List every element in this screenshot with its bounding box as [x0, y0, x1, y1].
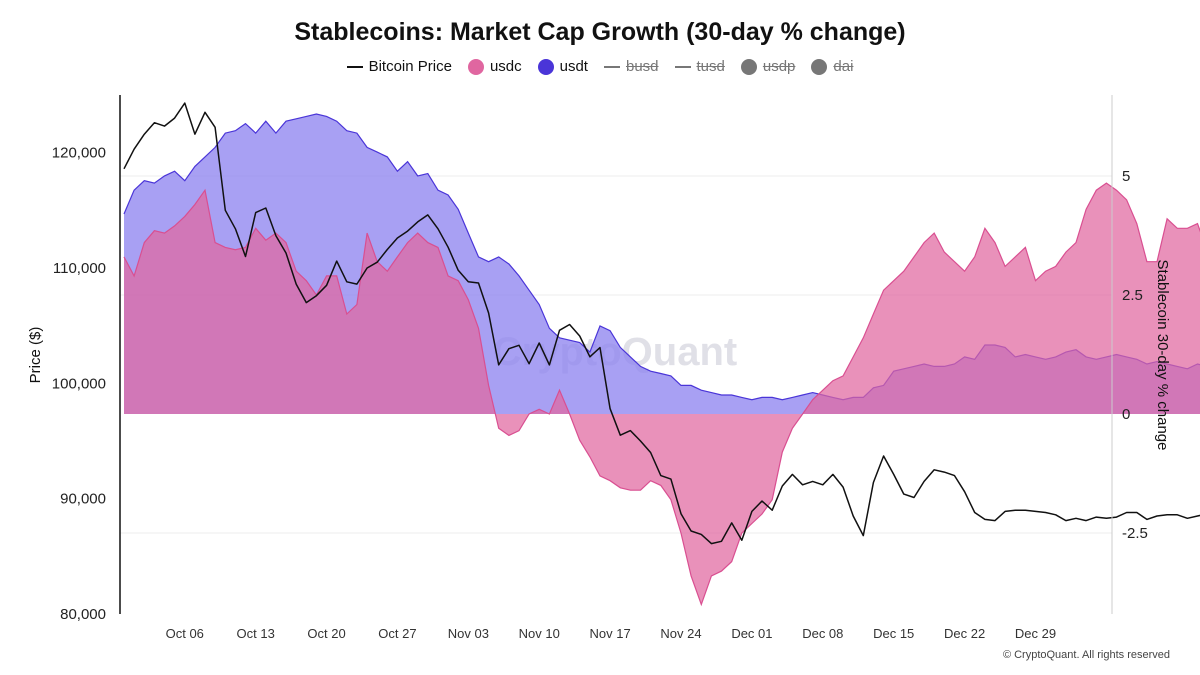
legend-label: tusd — [696, 58, 725, 75]
right-tick-label: -2.5 — [1122, 525, 1148, 542]
legend-swatch — [467, 58, 484, 75]
x-tick-label: Oct 06 — [166, 626, 204, 641]
series-line-bitcoin-price — [123, 102, 1200, 545]
legend-item-busd[interactable]: busd — [603, 58, 659, 75]
legend-item-bitcoin-price[interactable]: Bitcoin Price — [346, 58, 452, 75]
legend-label: usdp — [762, 58, 796, 75]
legend-swatch — [603, 65, 620, 68]
left-tick-label: 120,000 — [52, 145, 106, 162]
left-axis-title: Price ($) — [27, 327, 44, 384]
x-tick-label: Nov 10 — [519, 626, 560, 641]
x-tick-label: Nov 17 — [590, 626, 631, 641]
x-tick-label: Dec 01 — [731, 626, 772, 641]
legend-swatch — [346, 65, 363, 68]
series-area-usdc — [124, 183, 1200, 605]
right-tick-label: 5 — [1122, 168, 1130, 185]
right-tick-label: 0 — [1122, 406, 1130, 423]
legend-label: Bitcoin Price — [368, 58, 452, 75]
legend-item-tusd[interactable]: tusd — [674, 58, 725, 75]
legend: Bitcoin Price usdc usdt busd tusd usdp dai — [0, 58, 1200, 75]
legend-swatch — [674, 65, 691, 68]
legend-label: busd — [625, 58, 659, 75]
x-tick-label: Dec 15 — [873, 626, 914, 641]
copyright-notice: © CryptoQuant. All rights reserved — [1002, 649, 1170, 661]
legend-swatch — [740, 58, 757, 75]
x-tick-label: Oct 20 — [307, 626, 345, 641]
left-tick-label: 80,000 — [60, 606, 106, 623]
x-tick-label: Nov 24 — [660, 626, 701, 641]
x-tick-label: Oct 27 — [378, 626, 416, 641]
axes: 80,000 90,000 100,000 110,000 120,000 -2.5 0 2.… — [52, 95, 1148, 641]
legend-item-usdt[interactable]: usdt — [537, 58, 588, 75]
legend-swatch — [537, 58, 554, 75]
series-layer — [123, 102, 1200, 607]
legend-item-dai[interactable]: dai — [811, 58, 853, 75]
right-tick-label: 2.5 — [1122, 287, 1143, 304]
left-tick-label: 110,000 — [53, 260, 106, 277]
left-tick-label: 100,000 — [52, 375, 106, 392]
x-tick-label: Nov 03 — [448, 626, 489, 641]
legend-label: dai — [833, 58, 854, 75]
right-axis-title: Stablecoin 30-day % change — [1154, 260, 1171, 451]
left-tick-label: 90,000 — [60, 491, 106, 508]
legend-item-usdc[interactable]: usdc — [467, 58, 522, 75]
legend-item-usdp[interactable]: usdp — [740, 58, 796, 75]
legend-label: usdt — [559, 58, 588, 75]
x-tick-label: Dec 22 — [944, 626, 985, 641]
x-tick-label: Oct 13 — [237, 626, 275, 641]
legend-label: usdc — [489, 58, 522, 75]
legend-swatch — [811, 58, 828, 75]
x-tick-label: Dec 08 — [802, 626, 843, 641]
x-tick-label: Dec 29 — [1015, 626, 1056, 641]
chart-title: Stablecoins: Market Cap Growth (30-day %… — [294, 18, 906, 46]
